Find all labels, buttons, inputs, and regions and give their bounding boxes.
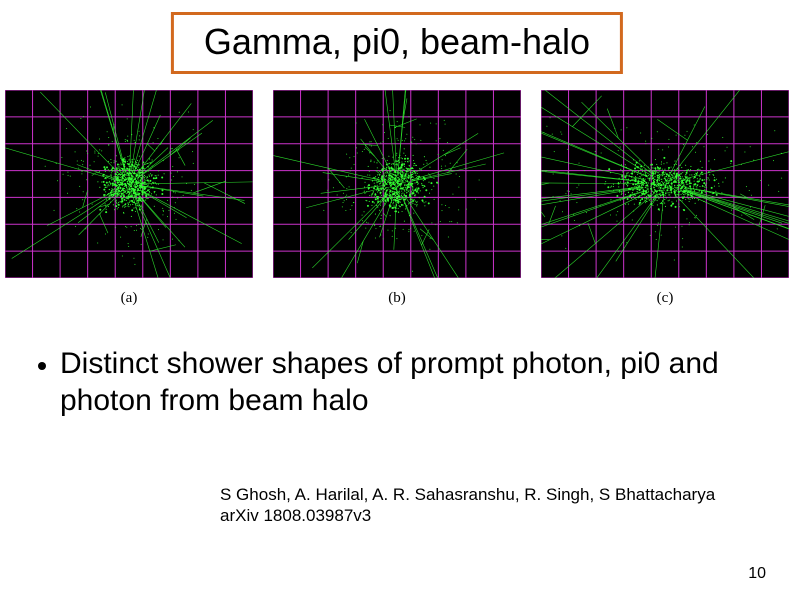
plot-c-wrap: (c) <box>540 90 790 307</box>
plot-a-wrap: (a) <box>4 90 254 307</box>
bullet-list: Distinct shower shapes of prompt photon,… <box>38 346 754 419</box>
citation-line1: S Ghosh, A. Harilal, A. R. Sahasranshu, … <box>220 484 715 505</box>
slide-title: Gamma, pi0, beam-halo <box>204 21 590 62</box>
citation-line2: arXiv 1808.03987v3 <box>220 505 715 526</box>
plot-c-svg <box>541 90 789 278</box>
bullet-text: Distinct shower shapes of prompt photon,… <box>60 346 754 419</box>
plot-a-label: (a) <box>121 290 138 307</box>
slide-title-box: Gamma, pi0, beam-halo <box>171 12 623 74</box>
plot-c-label: (c) <box>657 290 674 307</box>
bullet-item: Distinct shower shapes of prompt photon,… <box>38 346 754 419</box>
page-number: 10 <box>748 565 766 583</box>
plot-b <box>273 90 521 278</box>
plot-a-svg <box>5 90 253 278</box>
citation: S Ghosh, A. Harilal, A. R. Sahasranshu, … <box>220 484 715 527</box>
plot-c <box>541 90 789 278</box>
plot-a <box>5 90 253 278</box>
plot-b-svg <box>273 90 521 278</box>
plots-row: (a) (b) (c) <box>4 90 790 307</box>
plot-b-label: (b) <box>388 290 406 307</box>
bullet-dot-icon <box>38 362 46 370</box>
plot-b-wrap: (b) <box>272 90 522 307</box>
